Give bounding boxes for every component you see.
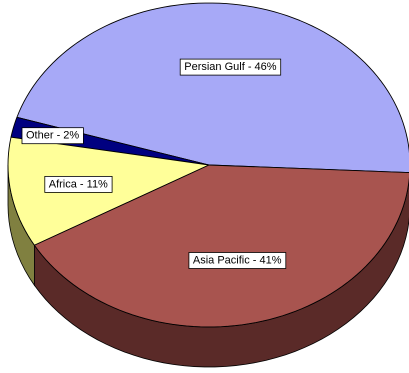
data-label-asia-pacific: Asia Pacific - 41% <box>188 252 287 269</box>
data-label-other: Other - 2% <box>21 127 84 145</box>
data-label-box <box>21 127 84 145</box>
data-label-africa: Africa - 11% <box>44 175 113 193</box>
pie-slice-asia-pacific <box>33 164 409 328</box>
data-label-box <box>44 175 113 193</box>
pie-top <box>7 2 409 328</box>
data-label-text: Persian Gulf - 46% <box>184 61 277 73</box>
data-label-box <box>188 252 287 269</box>
data-label-text: Africa - 11% <box>49 178 108 190</box>
pie-slice-persian-gulf <box>16 2 409 174</box>
data-label-box <box>179 58 282 76</box>
data-label-text: Asia Pacific - 41% <box>193 255 282 267</box>
data-label-text: Other - 2% <box>26 130 79 142</box>
pie-data-labels: Persian Gulf - 46% Other - 2% Africa - 11%… <box>21 58 287 269</box>
data-label-persian-gulf: Persian Gulf - 46% <box>179 58 282 76</box>
